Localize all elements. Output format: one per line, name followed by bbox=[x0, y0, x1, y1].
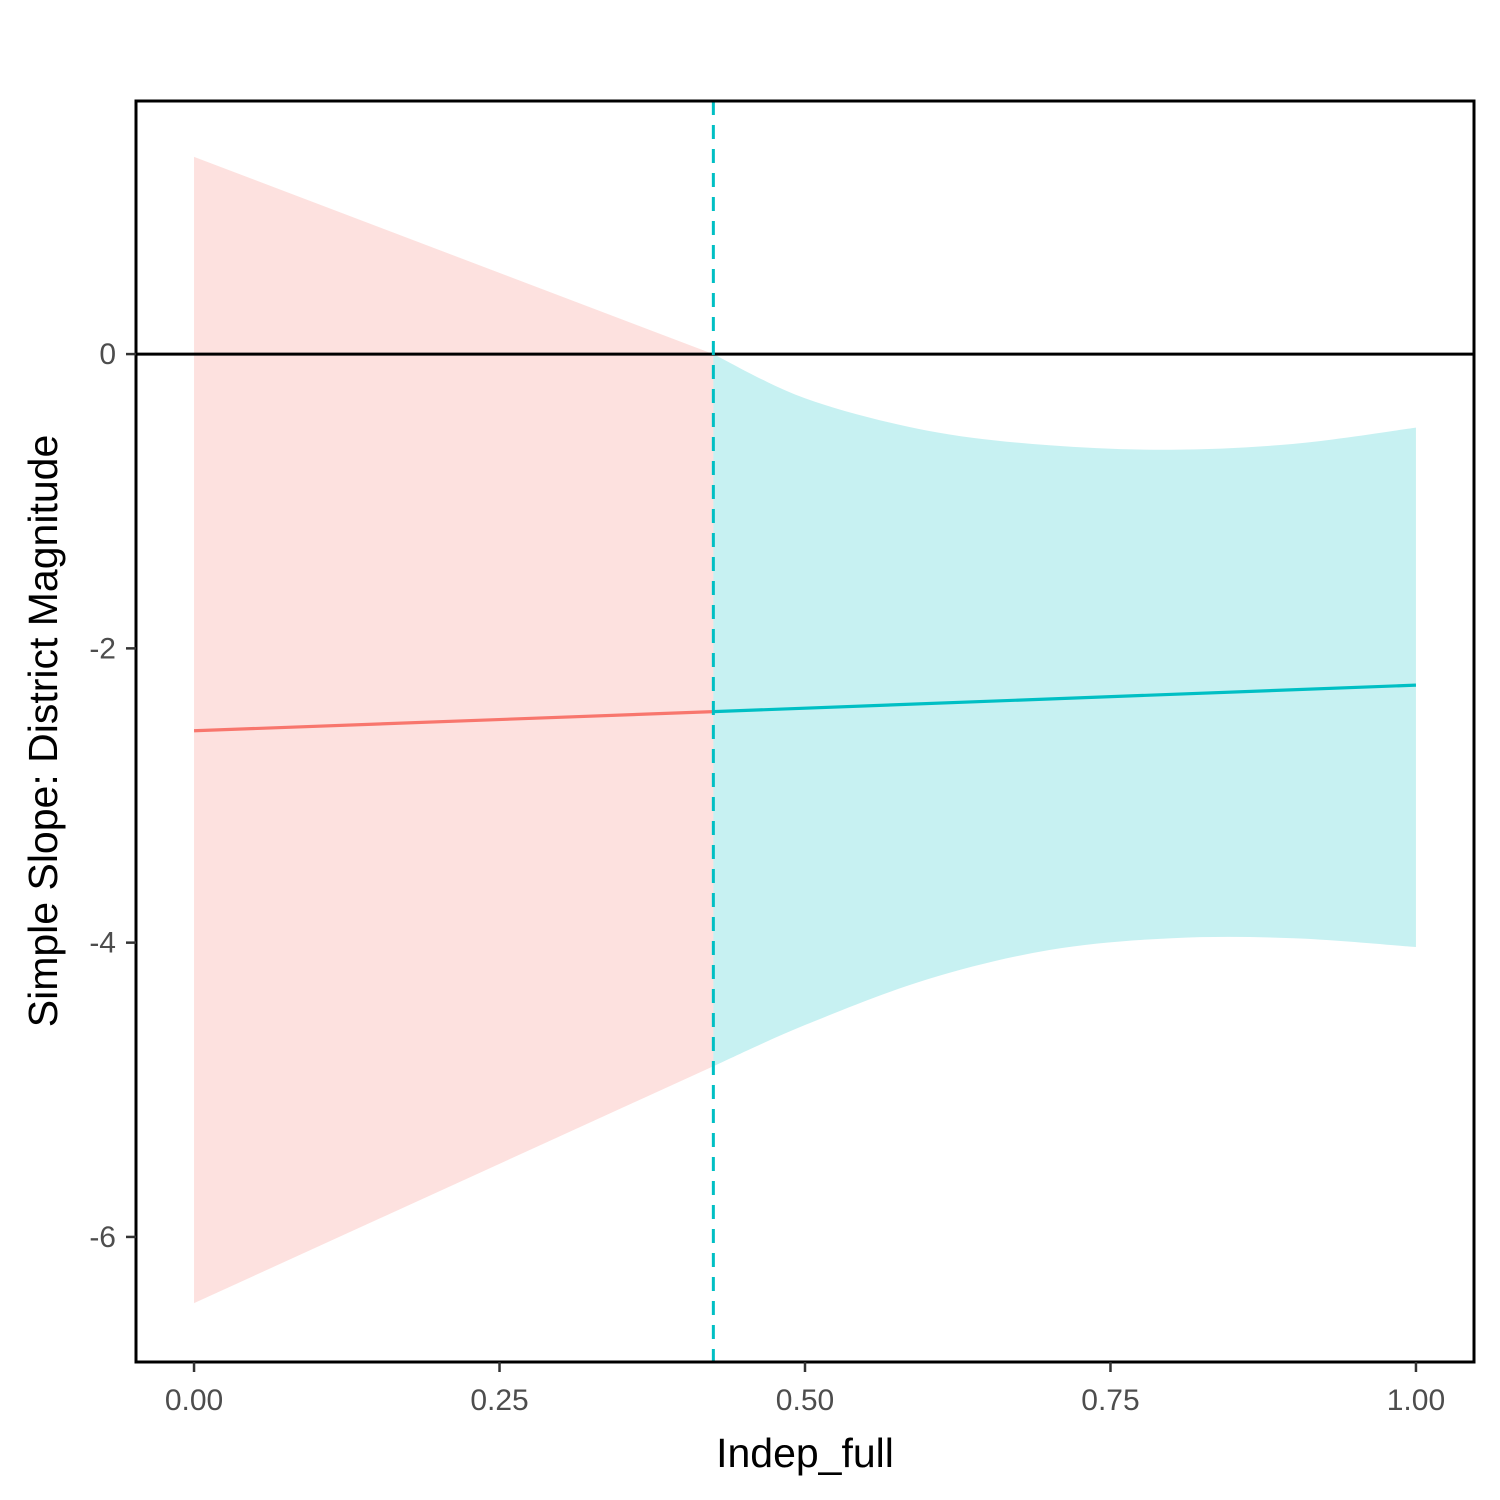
y-axis-title: Simple Slope: District Magnitude bbox=[20, 435, 66, 1027]
x-tick-label: 0.50 bbox=[776, 1384, 834, 1417]
confidence-bands bbox=[194, 156, 1416, 1304]
x-tick-label: 0.75 bbox=[1081, 1384, 1139, 1417]
x-axis-title: Indep_full bbox=[716, 1430, 894, 1476]
y-axis-ticks: 0 -2 -4 -6 bbox=[89, 338, 136, 1254]
series-line-1 bbox=[193, 710, 714, 733]
confidence-band-2 bbox=[713, 354, 1416, 1067]
x-axis-ticks: 0.00 0.25 0.50 0.75 1.00 bbox=[165, 1362, 1445, 1417]
y-tick-label: -2 bbox=[89, 632, 116, 665]
y-tick-label: 0 bbox=[99, 338, 116, 371]
x-tick-label: 0.25 bbox=[470, 1384, 528, 1417]
series-lines bbox=[193, 683, 1417, 733]
series-line-2 bbox=[713, 683, 1417, 714]
y-tick-label: -6 bbox=[89, 1221, 116, 1254]
x-tick-label: 0.00 bbox=[165, 1384, 223, 1417]
confidence-band-1 bbox=[194, 156, 714, 1304]
y-tick-label: -4 bbox=[89, 927, 116, 960]
x-tick-label: 1.00 bbox=[1387, 1384, 1445, 1417]
